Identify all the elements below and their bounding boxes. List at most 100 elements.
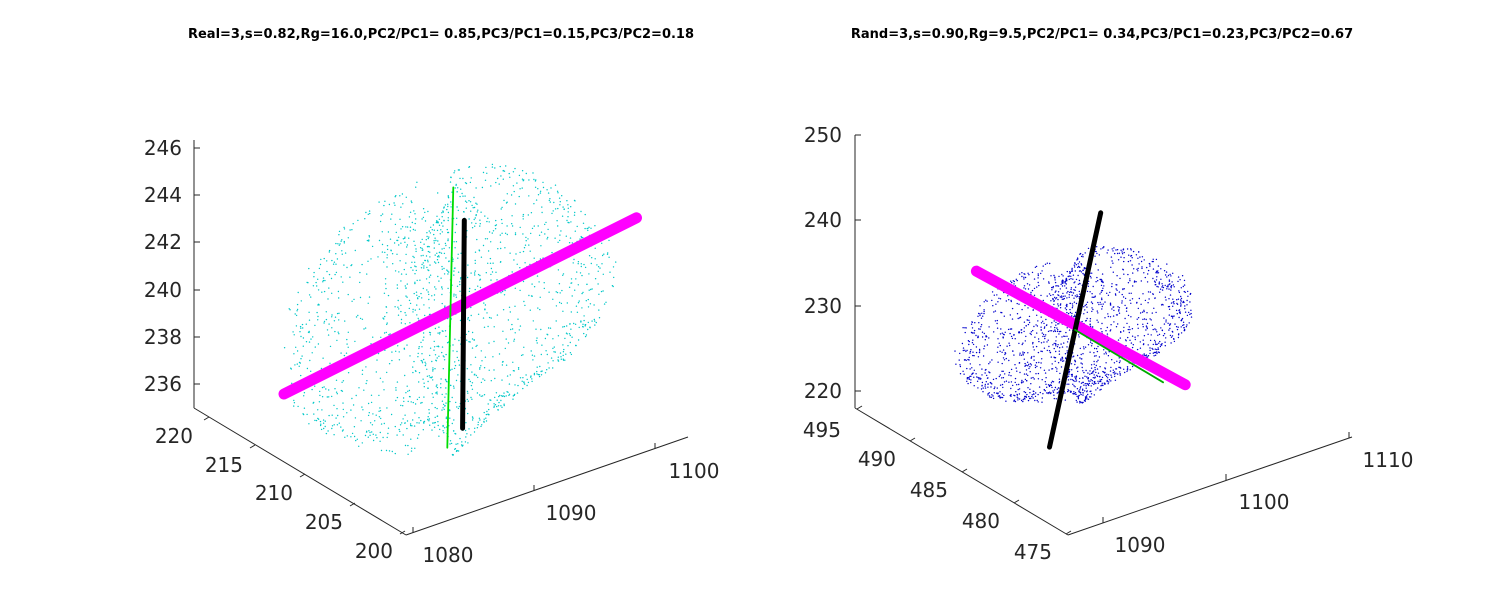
cloud-point: [314, 324, 316, 327]
cloud-point: [1102, 370, 1104, 373]
cloud-point: [1066, 350, 1068, 352]
cloud-point: [1091, 272, 1093, 274]
cloud-point: [468, 319, 471, 322]
cloud-point: [512, 361, 514, 363]
cloud-point: [1156, 348, 1158, 351]
cloud-point: [986, 336, 988, 338]
cloud-point: [566, 219, 568, 222]
z-tick-label: 230: [804, 294, 842, 318]
cloud-point: [1002, 386, 1004, 389]
cloud-point: [366, 273, 368, 275]
cloud-point: [562, 358, 564, 360]
cloud-point: [370, 343, 372, 345]
cloud-point: [1015, 367, 1017, 369]
cloud-point: [1025, 373, 1028, 375]
cloud-point: [443, 359, 446, 361]
cloud-point: [449, 443, 451, 445]
cloud-point: [1149, 339, 1152, 342]
cloud-point: [1102, 246, 1105, 248]
cloud-point: [319, 394, 321, 397]
cloud-point: [1021, 308, 1023, 311]
cloud-point: [407, 453, 409, 455]
cloud-point: [1112, 372, 1115, 374]
cloud-point: [405, 295, 407, 297]
cloud-point: [594, 258, 596, 260]
cloud-point: [452, 260, 454, 262]
cloud-point: [1052, 287, 1054, 289]
cloud-point: [536, 275, 539, 277]
cloud-point: [570, 206, 572, 208]
cloud-point: [1158, 281, 1161, 283]
cloud-point: [573, 258, 575, 261]
cloud-point: [506, 233, 508, 236]
cloud-point: [444, 204, 447, 206]
chart-title-left: Real=3,s=0.82,Rg=16.0,PC2/PC1= 0.85,PC3/…: [188, 27, 694, 42]
cloud-point: [514, 305, 516, 307]
cloud-point: [1119, 367, 1122, 369]
cloud-point: [450, 176, 452, 178]
cloud-point: [1024, 288, 1027, 290]
cloud-point: [1127, 260, 1130, 263]
cloud-point: [1040, 294, 1042, 297]
cloud-point: [1066, 305, 1068, 308]
cloud-point: [514, 167, 516, 170]
cloud-point: [385, 287, 387, 290]
cloud-point: [1005, 400, 1007, 402]
cloud-point: [1114, 252, 1116, 255]
cloud-point: [313, 271, 315, 274]
cloud-point: [513, 190, 515, 193]
cloud-point: [342, 281, 344, 283]
cloud-point: [533, 178, 535, 181]
cloud-point: [423, 265, 425, 267]
cloud-point: [1050, 382, 1053, 384]
cloud-point: [522, 213, 525, 216]
cloud-point: [333, 320, 336, 322]
cloud-point: [1025, 369, 1028, 371]
cloud-point: [1103, 353, 1105, 355]
cloud-point: [469, 201, 472, 203]
cloud-point: [1079, 357, 1081, 359]
cloud-point: [1080, 382, 1083, 384]
cloud-point: [1094, 381, 1096, 383]
cloud-point: [410, 450, 413, 452]
cloud-point: [1147, 302, 1149, 304]
cloud-point: [967, 382, 969, 385]
cloud-point: [421, 362, 424, 364]
cloud-point: [1036, 314, 1038, 316]
cloud-point: [479, 419, 481, 421]
cloud-point: [989, 361, 991, 363]
cloud-point: [533, 372, 536, 375]
cloud-point: [451, 396, 453, 399]
cloud-point: [437, 345, 440, 347]
cloud-point: [293, 405, 295, 407]
cloud-point: [539, 365, 541, 368]
cloud-point: [311, 388, 313, 391]
cloud-point: [370, 394, 373, 396]
cloud-point: [1186, 304, 1188, 306]
cloud-point: [368, 235, 370, 237]
cloud-point: [558, 197, 561, 199]
cloud-point: [1040, 326, 1042, 328]
cloud-point: [406, 246, 408, 248]
cloud-point: [1093, 347, 1096, 350]
cloud-point: [320, 258, 322, 261]
cloud-point: [998, 375, 1000, 378]
cloud-point: [1089, 370, 1091, 372]
cloud-point: [1177, 326, 1179, 328]
y-tick-mark: [299, 473, 306, 478]
cloud-point: [1170, 342, 1172, 344]
cloud-point: [449, 409, 451, 412]
cloud-point: [358, 445, 360, 447]
cloud-point: [552, 298, 554, 300]
cloud-point: [1065, 277, 1068, 280]
cloud-point: [1089, 351, 1091, 353]
cloud-point: [991, 291, 994, 293]
cloud-point: [375, 371, 377, 373]
cloud-point: [395, 399, 397, 402]
cloud-point: [983, 348, 985, 350]
cloud-point: [1183, 279, 1186, 282]
cloud-point: [445, 387, 447, 389]
cloud-point: [331, 425, 334, 427]
cloud-point: [338, 319, 340, 321]
